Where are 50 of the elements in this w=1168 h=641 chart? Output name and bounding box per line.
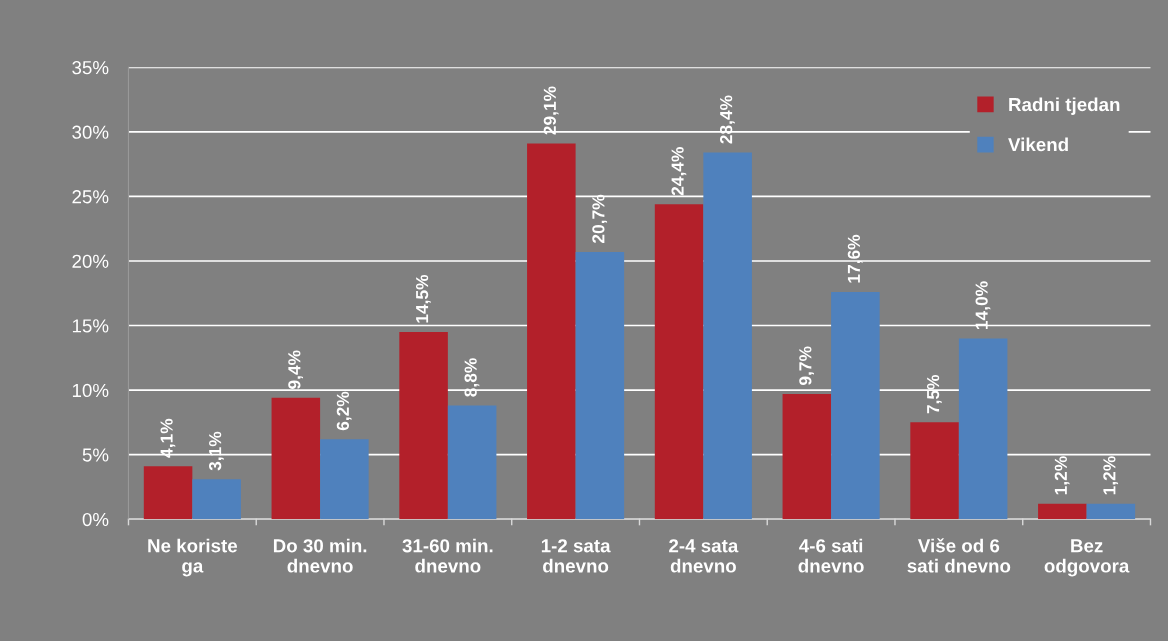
y-tick-label: 35% xyxy=(72,61,109,75)
bar xyxy=(654,204,704,520)
x-tick-label: 2-4 sata dnevno xyxy=(669,539,739,573)
bar xyxy=(447,405,497,520)
bar xyxy=(910,422,959,520)
data-label: 24,4% xyxy=(671,147,687,196)
y-tick-label: 5% xyxy=(82,448,109,462)
x-tick-label: 31-60 min. dnevno xyxy=(402,538,493,573)
legend-label: Vikend xyxy=(1008,137,1068,152)
bar xyxy=(320,439,369,520)
data-label: 4,1% xyxy=(160,418,176,458)
legend-label: Radni tjedan xyxy=(1009,97,1120,115)
y-tick-label: 20% xyxy=(72,254,109,268)
data-label: 7,5% xyxy=(926,374,942,414)
bar xyxy=(527,143,576,520)
data-label: 1,2% xyxy=(1103,456,1119,495)
bar xyxy=(1038,503,1087,520)
data-label: 29,1% xyxy=(543,86,559,135)
bar xyxy=(143,466,193,520)
bar xyxy=(703,152,752,520)
bar xyxy=(271,397,321,520)
data-label: 6,2% xyxy=(336,391,352,431)
bar xyxy=(782,393,832,520)
y-tick-label: 10% xyxy=(72,383,109,398)
data-label: 28,4% xyxy=(719,95,735,144)
data-label: 20,7% xyxy=(592,194,608,243)
x-tick-label: 1-2 sata dnevno xyxy=(541,539,611,573)
bar xyxy=(958,338,1008,520)
x-tick-label: Više od 6 sati dnevno xyxy=(907,538,1011,573)
data-label: 9,7% xyxy=(799,346,815,386)
data-label: 17,6% xyxy=(847,234,863,283)
y-tick-label: 30% xyxy=(72,125,109,139)
y-tick-label: 15% xyxy=(72,319,109,333)
y-tick-label: 0% xyxy=(82,512,109,527)
x-tick-label: 4-6 sati dnevno xyxy=(798,538,864,573)
data-label: 3,1% xyxy=(208,431,224,471)
bar xyxy=(399,331,448,520)
x-tick-label: Ne koriste ga xyxy=(148,538,238,577)
x-tick-label: Bez odgovora xyxy=(1044,539,1130,577)
data-label: 14,0% xyxy=(975,281,991,330)
bar xyxy=(831,291,880,520)
x-tick-label: Do 30 min. dnevno xyxy=(273,538,367,573)
data-label: 1,2% xyxy=(1054,456,1070,495)
bar xyxy=(192,479,241,520)
bar xyxy=(575,251,625,520)
data-label: 14,5% xyxy=(415,274,431,323)
y-tick-label: 25% xyxy=(72,190,109,204)
data-label: 8,8% xyxy=(464,358,480,397)
bar xyxy=(1086,503,1136,520)
data-label: 9,4% xyxy=(288,350,304,389)
